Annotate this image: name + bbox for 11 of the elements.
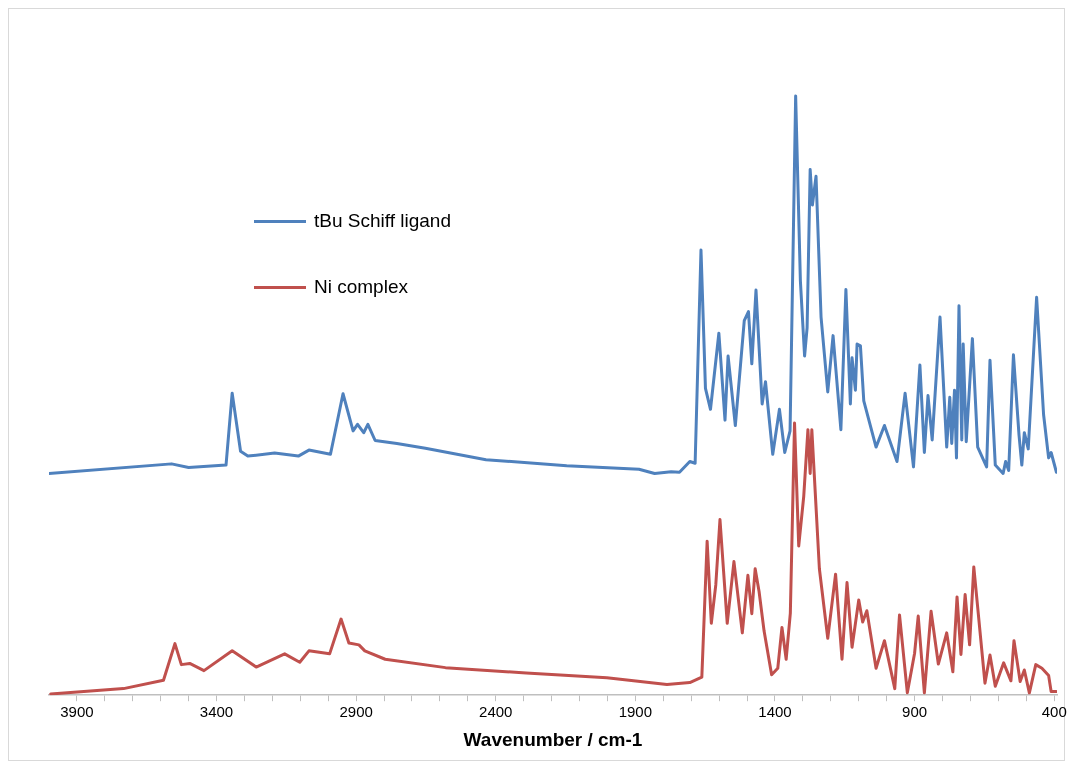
x-tick-label: 1400	[758, 703, 792, 721]
x-tick-label: 2400	[479, 703, 513, 721]
x-tick-label: 3400	[199, 703, 234, 721]
x-tick-label: 2900	[339, 703, 373, 721]
x-tick-label: 1900	[618, 703, 653, 721]
x-tick-label: 3900	[60, 703, 94, 721]
x-tick-label: 900	[902, 703, 928, 721]
legend-label: tBu Schiff ligand	[314, 210, 451, 232]
x-tick-label: 400	[1041, 703, 1067, 721]
legend-label: Ni complex	[314, 276, 408, 298]
x-axis-title: Wavenumber / cm-1	[463, 728, 643, 750]
